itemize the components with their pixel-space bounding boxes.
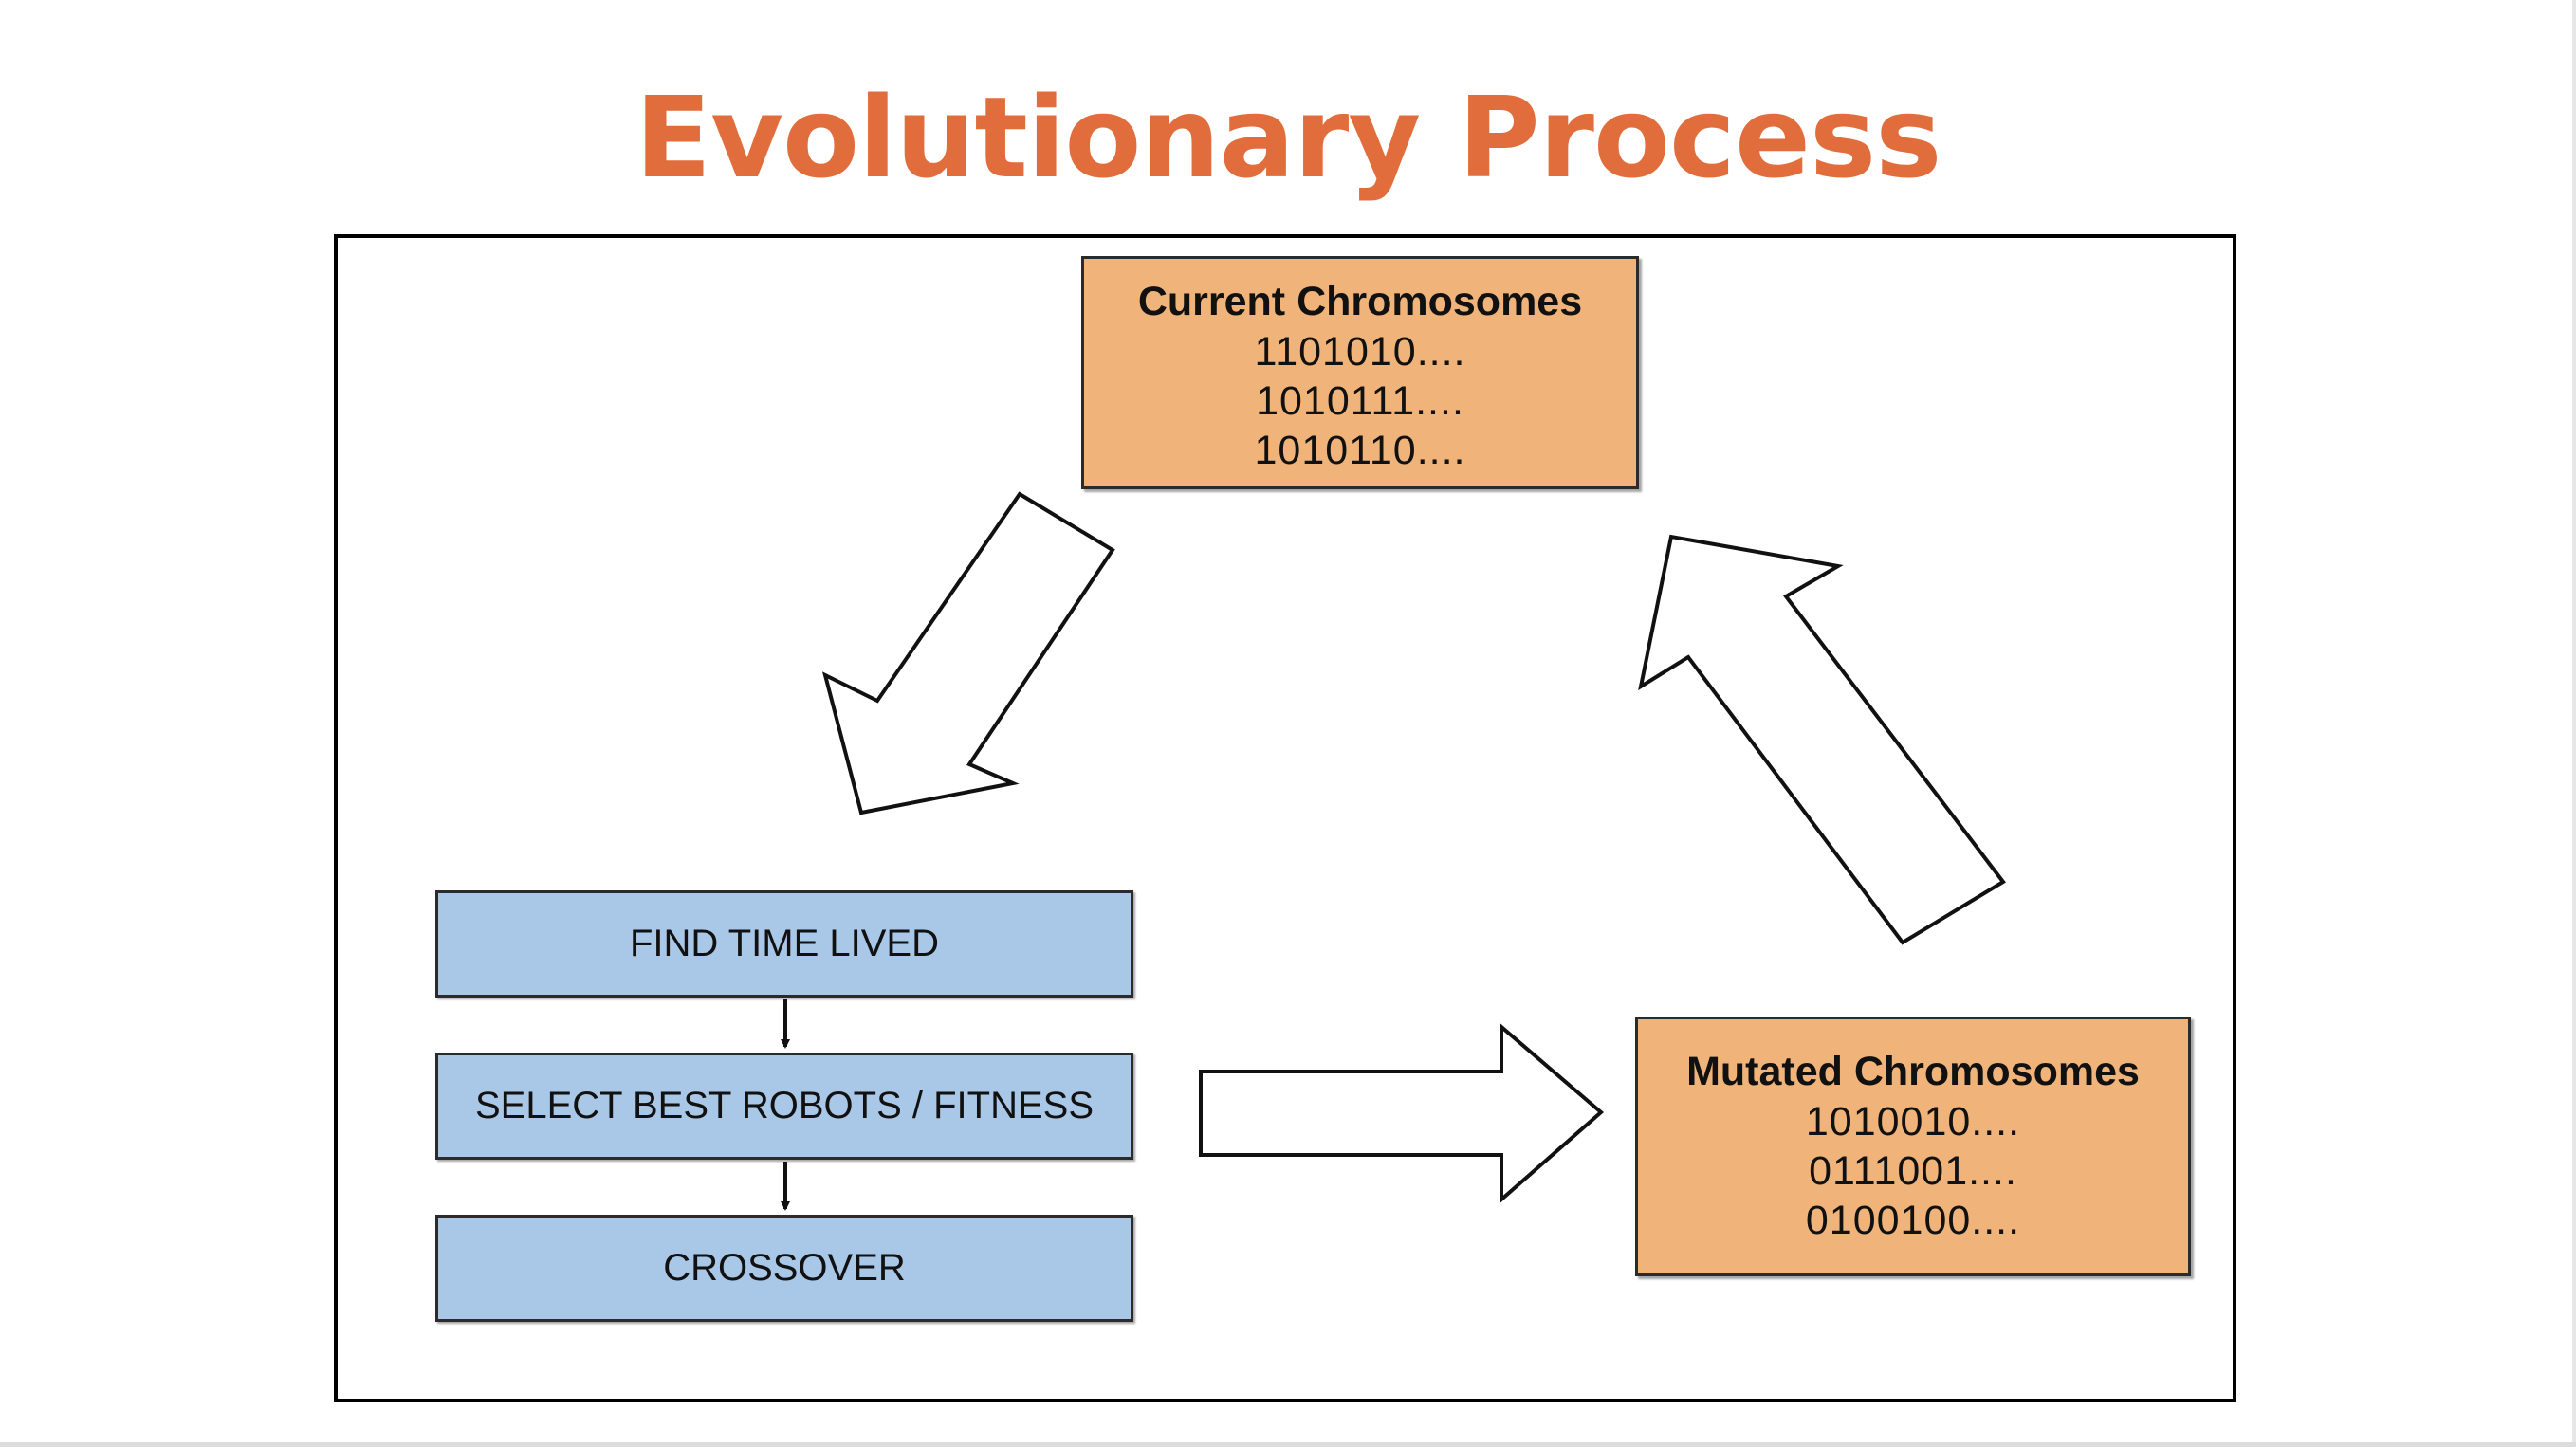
current-chromosomes-box: Current Chromosomes 1101010.... 1010111.…	[1081, 256, 1639, 489]
step-find-time-lived: FIND TIME LIVED	[435, 890, 1133, 998]
mutated-chromosomes-box: Mutated Chromosomes 1010010.... 0111001.…	[1635, 1017, 2191, 1276]
mutated-chromosome-2: 0111001....	[1809, 1148, 2017, 1194]
block-arrow-up-left	[1638, 534, 2006, 945]
current-chromosome-3: 1010110....	[1254, 428, 1466, 473]
mutated-chromosome-1: 1010010....	[1805, 1099, 2021, 1145]
block-arrow-down-left	[821, 491, 1115, 815]
slide-edge-right	[2572, 0, 2576, 1447]
step-select-best-robots: SELECT BEST ROBOTS / FITNESS	[435, 1053, 1133, 1160]
slide-title: Evolutionary Process	[635, 72, 1942, 203]
step-crossover: CROSSOVER	[435, 1215, 1133, 1322]
block-arrow-right	[1199, 1022, 1605, 1204]
current-chromosome-1: 1101010....	[1254, 329, 1466, 375]
current-chromosome-2: 1010111....	[1256, 378, 1464, 424]
slide-edge-bottom	[0, 1442, 2576, 1447]
current-chromosomes-title: Current Chromosomes	[1137, 279, 1583, 324]
mutated-chromosome-3: 0100100....	[1805, 1198, 2021, 1243]
mutated-chromosomes-title: Mutated Chromosomes	[1686, 1049, 2140, 1094]
